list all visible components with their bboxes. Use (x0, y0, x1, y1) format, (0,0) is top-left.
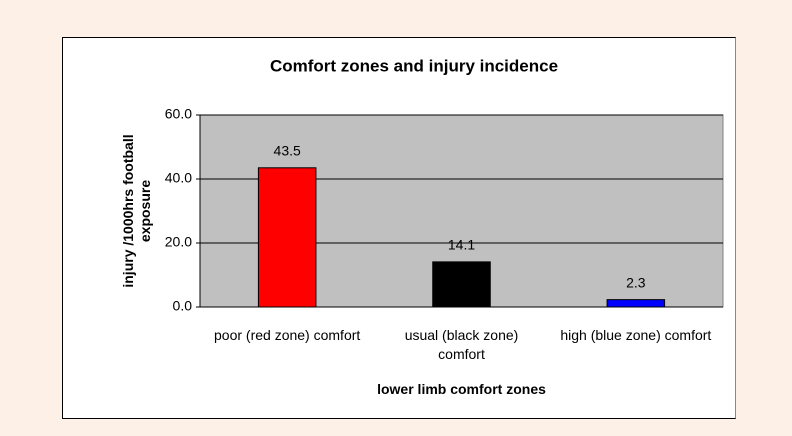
value-label: 2.3 (626, 274, 646, 290)
chart-title: Comfort zones and injury incidence (270, 56, 558, 75)
y-tick-label: 40.0 (165, 170, 192, 186)
y-tick-label: 0.0 (173, 298, 193, 314)
x-tick-label: high (blue zone) comfort (560, 327, 712, 343)
bar (432, 261, 491, 308)
y-axis-title: injury /1000hrs football exposure (120, 134, 153, 288)
x-tick-label: usual (black zone) comfort (404, 327, 519, 362)
x-tick-label: poor (red zone) comfort (214, 327, 361, 343)
value-label: 14.1 (448, 237, 475, 253)
bar (257, 167, 317, 308)
x-axis-title: lower limb comfort zones (377, 381, 546, 397)
y-tick-label: 20.0 (165, 234, 192, 250)
y-tick-label: 60.0 (165, 106, 192, 122)
value-label: 43.5 (274, 143, 301, 159)
bar (606, 299, 666, 308)
